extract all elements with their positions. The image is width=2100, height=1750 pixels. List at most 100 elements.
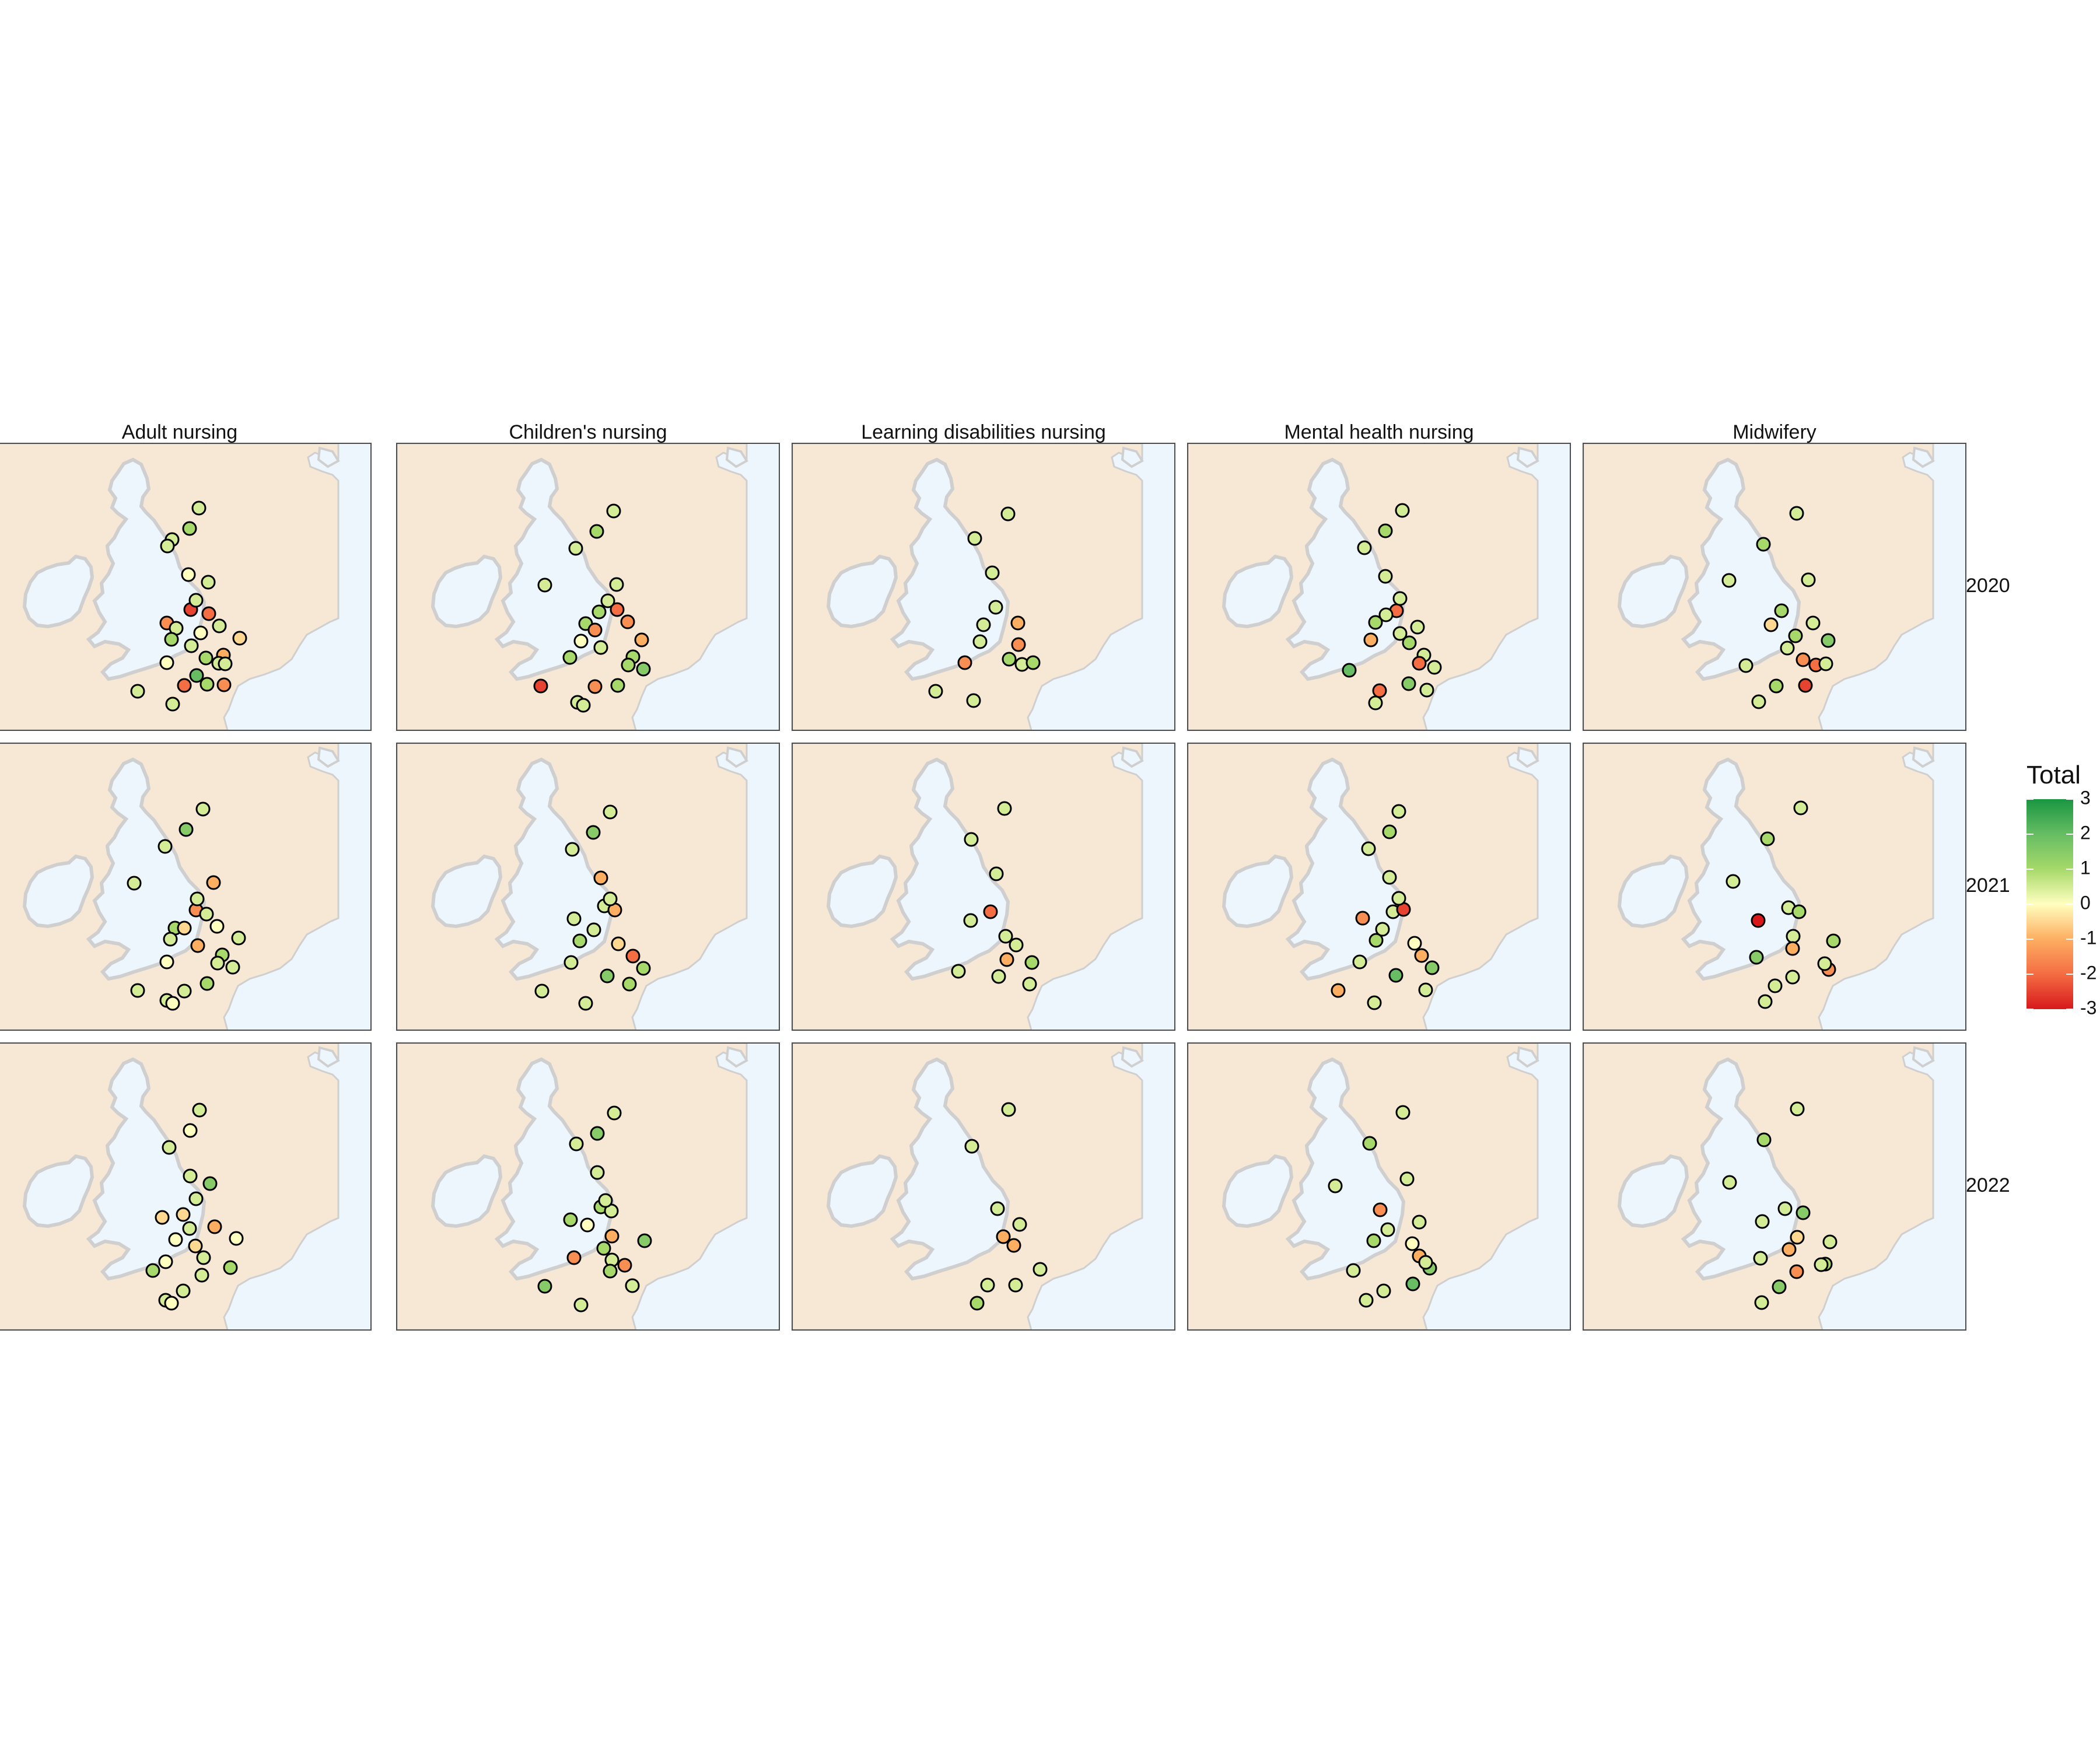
institution-point xyxy=(188,1238,203,1254)
institution-point xyxy=(1418,982,1433,998)
institution-point xyxy=(1355,911,1370,926)
institution-point xyxy=(983,904,998,919)
legend-tick-label: -1 xyxy=(2080,927,2096,948)
institution-point xyxy=(1801,572,1816,587)
institution-point xyxy=(196,1250,211,1265)
institution-point xyxy=(607,1105,622,1121)
ireland-landmass xyxy=(430,854,503,929)
institution-point xyxy=(580,1217,595,1233)
institution-point xyxy=(182,521,197,536)
institution-point xyxy=(603,804,618,820)
institution-point xyxy=(989,866,1004,881)
institution-point xyxy=(598,1193,613,1208)
great-britain-landmass xyxy=(86,1057,206,1281)
institution-point xyxy=(563,1212,578,1227)
map-panel xyxy=(1583,443,1966,731)
panel-border xyxy=(792,743,1175,1031)
panel-border xyxy=(1187,743,1571,1031)
institution-point xyxy=(183,1123,198,1138)
scandinavia-coast xyxy=(725,446,748,468)
institution-point xyxy=(160,538,175,554)
facet-row-label: 2020 xyxy=(1966,575,2010,597)
facet-row-label: 2021 xyxy=(1966,874,2010,897)
institution-point xyxy=(966,693,981,708)
institution-point xyxy=(576,698,591,713)
institution-point xyxy=(1796,652,1811,667)
institution-point xyxy=(1755,1214,1770,1229)
institution-point xyxy=(964,832,979,847)
institution-point xyxy=(1753,1251,1768,1266)
institution-point xyxy=(207,1219,222,1234)
institution-point xyxy=(967,531,982,546)
institution-point xyxy=(609,577,624,592)
facet-column-label: Adult nursing xyxy=(122,421,237,443)
institution-point xyxy=(1010,615,1026,631)
institution-point xyxy=(1791,904,1807,919)
map-panel xyxy=(396,743,780,1031)
institution-point xyxy=(130,983,145,998)
ireland-landmass xyxy=(22,1154,94,1228)
institution-point xyxy=(1738,658,1754,673)
institution-point xyxy=(165,996,180,1011)
scandinavia-coast xyxy=(1516,746,1539,768)
map-panel xyxy=(792,1042,1175,1331)
institution-point xyxy=(1763,617,1779,632)
institution-point xyxy=(991,969,1006,984)
institution-point xyxy=(1774,603,1789,618)
great-britain-landmass xyxy=(1285,757,1406,981)
facet-row-label: 2022 xyxy=(1966,1174,2010,1196)
institution-point xyxy=(1822,1234,1838,1250)
institution-point xyxy=(997,801,1012,816)
institution-point xyxy=(537,1279,552,1294)
map-panel xyxy=(1187,743,1571,1031)
institution-point xyxy=(990,1201,1005,1216)
institution-point xyxy=(604,1228,620,1244)
institution-point xyxy=(1392,626,1408,641)
institution-point xyxy=(164,1296,179,1311)
institution-point xyxy=(622,977,637,992)
institution-point xyxy=(537,578,552,593)
institution-point xyxy=(928,684,943,699)
map-panel xyxy=(0,1042,372,1331)
panel-border xyxy=(0,1042,372,1331)
institution-point xyxy=(1785,970,1800,985)
institution-point xyxy=(1817,956,1832,971)
institution-point xyxy=(1328,1178,1343,1194)
institution-point xyxy=(1363,632,1378,648)
institution-point xyxy=(625,1278,640,1293)
institution-point xyxy=(1361,841,1376,856)
institution-point xyxy=(1402,635,1417,650)
institution-point xyxy=(1777,1201,1793,1216)
institution-point xyxy=(1722,1175,1737,1190)
map-panel xyxy=(1583,1042,1966,1331)
institution-point xyxy=(1818,656,1833,671)
ireland-landmass xyxy=(22,854,94,929)
facet-column-label: Midwifery xyxy=(1732,421,1817,443)
institution-point xyxy=(1412,1214,1427,1230)
institution-point xyxy=(621,657,636,673)
institution-point xyxy=(181,567,196,582)
institution-point xyxy=(1011,637,1026,652)
great-britain-landmass xyxy=(1285,1057,1406,1281)
institution-point xyxy=(1378,607,1394,622)
institution-point xyxy=(1419,682,1434,698)
institution-point xyxy=(590,1165,605,1180)
institution-point xyxy=(1751,694,1766,709)
institution-point xyxy=(1780,640,1795,656)
scandinavia-coast xyxy=(1912,446,1935,468)
institution-point xyxy=(634,632,649,648)
institution-point xyxy=(1789,1264,1804,1279)
institution-point xyxy=(1382,870,1397,885)
institution-point xyxy=(999,952,1014,967)
institution-point xyxy=(1342,663,1357,678)
map-panel xyxy=(396,1042,780,1331)
institution-point xyxy=(195,802,211,817)
map-panel xyxy=(396,443,780,731)
institution-point xyxy=(1424,960,1440,975)
institution-point xyxy=(1378,523,1393,538)
institution-point xyxy=(218,656,233,671)
institution-point xyxy=(625,949,640,964)
institution-point xyxy=(1372,683,1387,698)
institution-point xyxy=(199,907,214,922)
